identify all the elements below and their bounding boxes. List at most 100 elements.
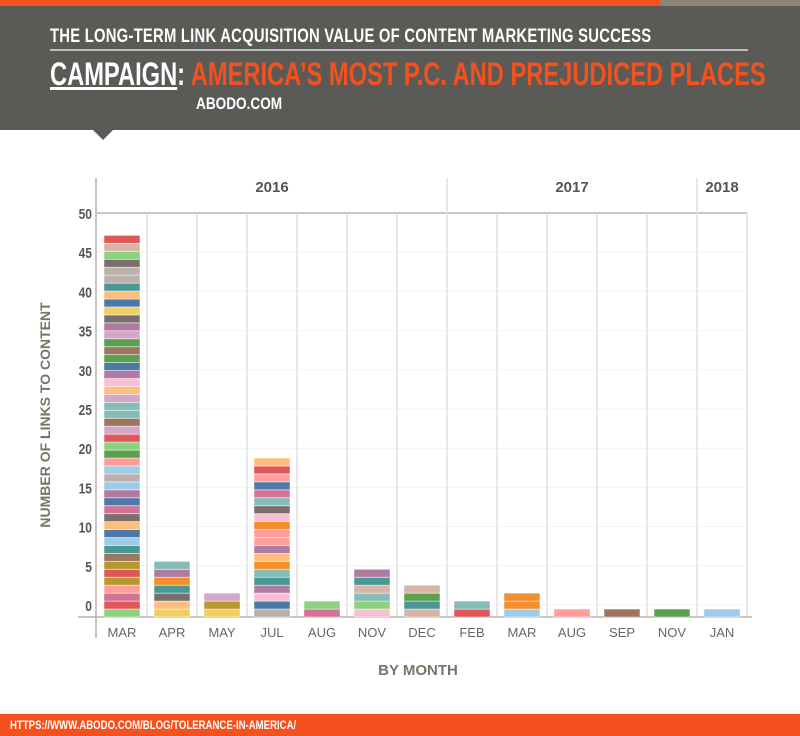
x-tick-label: MAR: [508, 625, 537, 640]
bar-segment: [153, 576, 191, 586]
bar-segment: [253, 537, 291, 546]
bar-segment: [253, 513, 291, 523]
bar-segment: [303, 600, 341, 610]
bar-segment: [153, 560, 191, 570]
bar-segment: [103, 465, 141, 475]
bar-segment: [153, 608, 191, 618]
bar-segment: [103, 545, 141, 554]
y-axis-title: NUMBER OF LINKS TO CONTENT: [37, 302, 53, 528]
bar-segment: [103, 568, 141, 578]
bar-segment: [103, 576, 141, 586]
bar-segment: [103, 250, 141, 260]
bar-segment: [203, 608, 241, 618]
bar-segment: [103, 521, 141, 530]
campaign-name: AMERICA’S MOST P.C. AND PREJUDICED PLACE…: [190, 56, 766, 92]
bar-segment: [103, 234, 141, 244]
x-tick-label: FEB: [459, 625, 484, 640]
bar-segment: [103, 560, 141, 570]
bar-segment: [253, 505, 291, 515]
bar-segment: [103, 386, 141, 395]
bar-segment: [103, 449, 141, 459]
bar-segment: [253, 568, 291, 578]
bar-segment: [503, 608, 541, 618]
y-tick-label: 15: [79, 480, 93, 497]
x-tick-label: JAN: [710, 625, 735, 640]
campaign-heading: CAMPAIGN: AMERICA’S MOST P.C. AND PREJUD…: [50, 56, 766, 93]
y-tick-label: 10: [79, 519, 92, 536]
y-tick-label: 20: [79, 441, 92, 458]
bar-segment: [103, 592, 141, 602]
x-tick-label: APR: [159, 625, 186, 640]
x-tick-label: AUG: [308, 625, 336, 640]
bar-segment: [203, 592, 241, 602]
bar-segment: [253, 600, 291, 610]
top-accent-bar: [0, 0, 800, 6]
bar-segment: [103, 537, 141, 546]
bar-segment: [503, 592, 541, 602]
infographic-title: THE LONG-TERM LINK ACQUISITION VALUE OF …: [50, 26, 652, 47]
bar-segment: [103, 314, 141, 324]
year-label: 2018: [705, 179, 738, 196]
bar-segment: [103, 409, 141, 419]
bar-segment: [103, 306, 141, 316]
bar-segment: [253, 584, 291, 594]
header-banner: THE LONG-TERM LINK ACQUISITION VALUE OF …: [0, 6, 800, 130]
bar-segment: [103, 274, 141, 284]
x-tick-label: AUG: [558, 625, 586, 640]
bar-segment: [103, 354, 141, 363]
bar-segment: [353, 592, 391, 602]
bar-segment: [103, 513, 141, 523]
x-tick-label: JUL: [260, 625, 283, 640]
bar-segment: [253, 529, 291, 538]
x-tick-label: MAY: [208, 625, 236, 640]
campaign-label: CAMPAIGN: [50, 56, 178, 92]
bar-segment: [253, 457, 291, 467]
x-tick-label: NOV: [358, 625, 387, 640]
x-tick-label: MAR: [108, 625, 137, 640]
x-tick-label: SEP: [609, 625, 635, 640]
year-label: 2017: [555, 179, 588, 196]
y-tick-label: 50: [79, 206, 92, 223]
bar-segment: [353, 568, 391, 578]
y-tick-label: 40: [79, 284, 92, 301]
bar-segment: [353, 600, 391, 610]
bar-segment: [103, 608, 141, 618]
bar-segment: [403, 592, 441, 602]
bar-segment: [103, 417, 141, 427]
year-label: 2016: [255, 179, 288, 196]
bar-segment: [653, 608, 691, 618]
bar-segment: [103, 505, 141, 515]
bar-segment: [103, 529, 141, 538]
bar-segment: [103, 322, 141, 332]
site-name: ABODO.COM: [196, 94, 283, 113]
bar-segment: [103, 266, 141, 276]
bar-segment: [103, 258, 141, 268]
bar-segment: [303, 608, 341, 618]
bar-segment: [103, 481, 141, 491]
bar-segment: [153, 568, 191, 578]
bar-segment: [103, 584, 141, 594]
bar-segment: [403, 584, 441, 594]
bar-segment: [103, 425, 141, 435]
bar-segment: [103, 346, 141, 356]
x-axis-title: BY MONTH: [378, 662, 458, 679]
bar-segment: [603, 608, 641, 618]
y-tick-label: 45: [79, 245, 93, 262]
bar-segment: [103, 242, 141, 252]
footer-bar: HTTPS://WWW.ABODO.COM/BLOG/TOLERANCE-IN-…: [0, 714, 800, 736]
bar-segment: [253, 608, 291, 618]
bar-segment: [353, 584, 391, 594]
bar-segment: [153, 592, 191, 602]
bar-segment: [453, 600, 491, 610]
bar-segment: [153, 584, 191, 594]
bar-segment: [553, 608, 591, 618]
bar-segment: [103, 370, 141, 379]
bar-segment: [103, 441, 141, 451]
bar-segment: [353, 608, 391, 618]
bar-segment: [703, 608, 741, 618]
bar-segment: [153, 600, 191, 610]
source-url[interactable]: HTTPS://WWW.ABODO.COM/BLOG/TOLERANCE-IN-…: [10, 718, 297, 732]
bar-segment: [253, 521, 291, 530]
header-pointer: [93, 130, 113, 140]
bar-segment: [103, 330, 141, 340]
